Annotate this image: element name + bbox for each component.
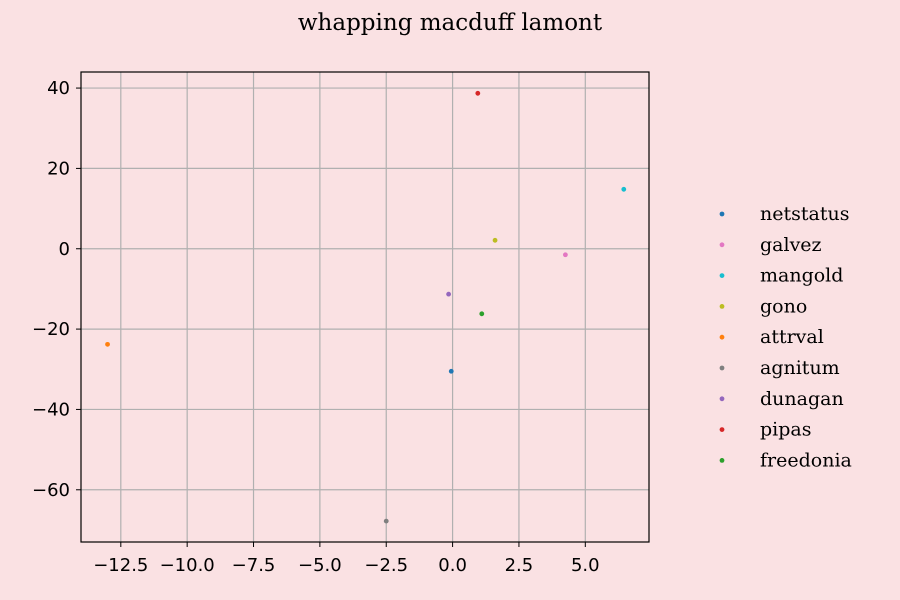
legend-marker-agnitum [719,365,725,371]
legend: netstatus galvez mangold gono attrval agnitum… [719,203,852,471]
chart-title: whapping macduff lamont [298,10,603,36]
y-tick-label: −60 [32,480,70,501]
legend-label-attrval: attrval [760,326,824,348]
data-point-gono [492,237,498,243]
y-tick-label: 20 [47,158,70,179]
y-tick-label: 40 [47,78,70,99]
y-tick-label: −40 [32,399,70,420]
legend-marker-freedonia [719,458,725,463]
legend-marker-gono [719,304,725,309]
plot-area-frame [80,71,650,543]
legend-label-agnitum: agnitum [760,357,840,379]
data-points [105,90,627,524]
legend-marker-attrval [719,334,725,340]
legend-label-netstatus: netstatus [760,203,849,225]
x-tick-label: −10.0 [160,555,215,576]
legend-label-dunagan: dunagan [760,388,844,410]
legend-marker-dunagan [719,396,725,402]
data-point-freedonia [479,311,485,317]
x-tick-label: 2.5 [505,555,534,576]
x-tick-label: −7.5 [232,555,276,576]
y-tick-label: 0 [59,239,70,260]
data-point-pipas [475,90,481,96]
x-tick-label: −5.0 [298,555,342,576]
legend-label-galvez: galvez [760,234,822,256]
data-point-attrval [105,341,110,347]
data-point-netstatus [448,368,454,374]
legend-marker-galvez [719,242,725,248]
data-point-dunagan [446,291,452,297]
x-tick-label: 0.0 [438,555,467,576]
legend-marker-mangold [719,273,725,278]
data-point-agnitum [383,518,389,524]
axis-ticks: −12.5 −10.0 −7.5 −5.0 −2.5 0.0 2.5 5.0 40 20 0 −20 −… [32,78,600,576]
data-point-galvez [562,252,568,258]
grid [81,72,649,542]
legend-marker-netstatus [719,211,725,217]
data-point-mangold [621,186,627,192]
x-tick-label: 5.0 [571,555,600,576]
x-tick-label: −2.5 [364,555,408,576]
legend-marker-pipas [719,427,725,432]
legend-label-gono: gono [760,295,807,317]
y-tick-label: −20 [32,319,70,340]
legend-label-pipas: pipas [760,419,811,441]
legend-label-freedonia: freedonia [760,449,852,471]
legend-label-mangold: mangold [760,265,843,287]
x-tick-label: −12.5 [93,555,148,576]
